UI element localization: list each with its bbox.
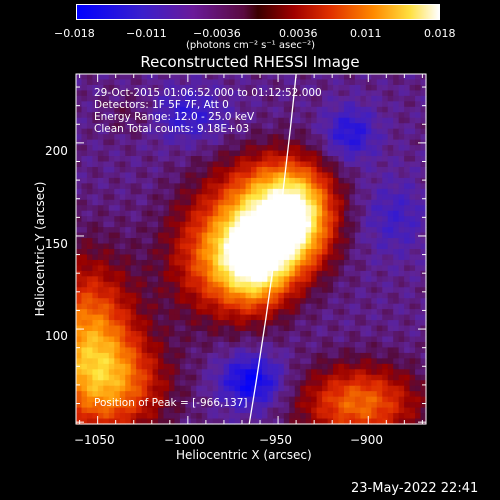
colorbar-tick-1: −0.011 <box>126 27 167 40</box>
y-tick-label-1: 100 <box>45 329 68 343</box>
timestamp: 23-May-2022 22:41 <box>351 481 479 496</box>
colorbar <box>76 4 440 20</box>
axis-ticks <box>76 74 426 424</box>
solar-limb-line <box>248 73 297 425</box>
plot-title: Reconstructed RHESSI Image <box>140 53 360 71</box>
plot-frame <box>75 73 427 425</box>
info-line-energy: Energy Range: 12.0 - 25.0 keV <box>94 111 255 123</box>
info-line-date: 29-Oct-2015 01:06:52.000 to 01:12:52.000 <box>94 87 322 99</box>
x-tick-label-1: −1050 <box>74 433 115 447</box>
colorbar-tick-0: −0.018 <box>54 27 95 40</box>
y-tick-label-2: 150 <box>45 237 68 251</box>
colorbar-unit-label: (photons cm⁻² s⁻¹ asec⁻²) <box>186 40 316 51</box>
colorbar-tick-5: 0.018 <box>424 27 456 40</box>
heatmap-cells <box>76 74 427 425</box>
info-line-counts: Clean Total counts: 9.18E+03 <box>94 123 250 135</box>
colorbar-tick-3: 0.0036 <box>279 27 318 40</box>
peak-position-label: Position of Peak = [-966,137] <box>94 397 248 409</box>
x-tick-label-2: −1000 <box>164 433 205 447</box>
info-line-detectors: Detectors: 1F 5F 7F, Att 0 <box>94 99 229 111</box>
y-axis-label: Heliocentric Y (arcsec) <box>33 181 47 317</box>
x-tick-label-3: −950 <box>259 433 292 447</box>
x-axis-label: Heliocentric X (arcsec) <box>176 448 312 462</box>
y-tick-label-3: 200 <box>45 144 68 158</box>
colorbar-tick-2: −0.0036 <box>193 27 241 40</box>
x-tick-label-4: −900 <box>350 433 383 447</box>
colorbar-tick-4: 0.011 <box>350 27 382 40</box>
